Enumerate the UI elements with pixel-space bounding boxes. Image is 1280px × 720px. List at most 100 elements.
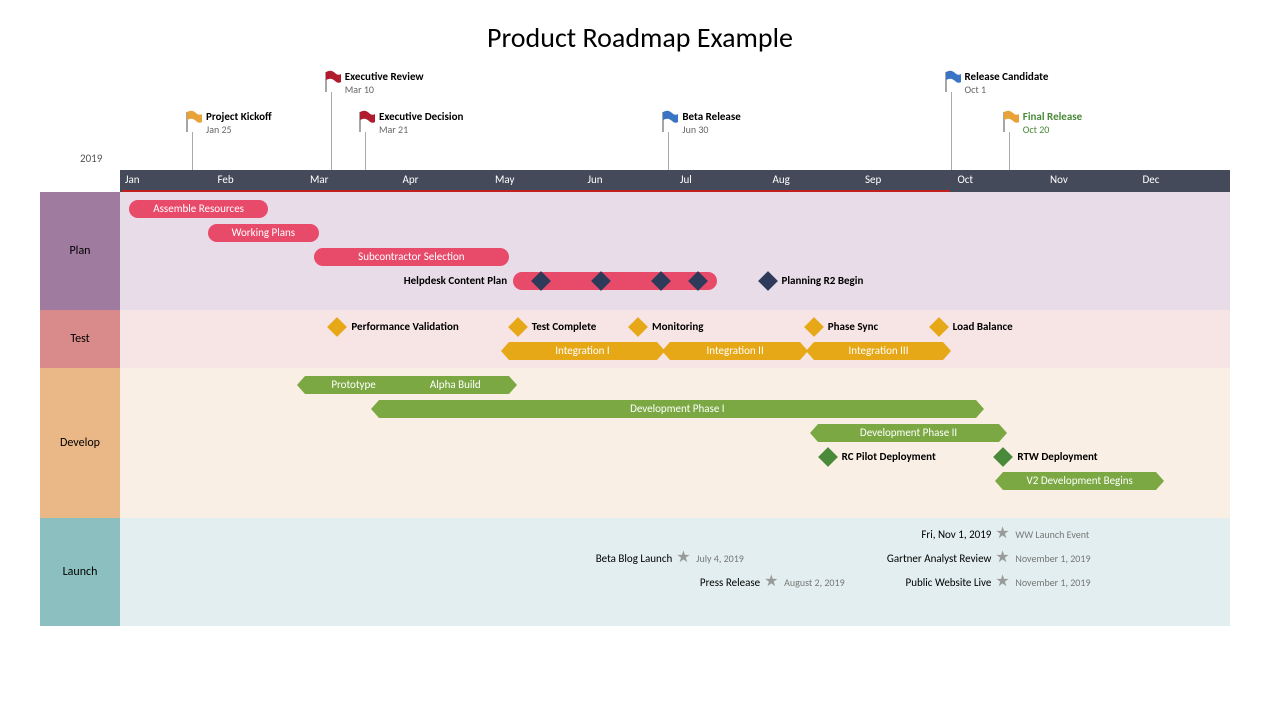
- event-label-right: July 4, 2019: [696, 552, 744, 565]
- month-label: Nov: [1045, 170, 1073, 192]
- flag-icon: [357, 110, 377, 135]
- milestone-date: Jan 25: [206, 123, 272, 136]
- month-label: Dec: [1138, 170, 1165, 192]
- swimlane-plan: PlanAssemble ResourcesWorking PlansSubco…: [40, 192, 1230, 310]
- milestone-label: Release Candidate: [965, 70, 1049, 83]
- month-label: Jun: [583, 170, 608, 192]
- event-star-icon: ★: [995, 526, 1009, 542]
- milestone-diamond: [628, 317, 648, 337]
- diamond-label: Test Complete: [532, 320, 597, 333]
- milestone-date: Mar 10: [345, 83, 424, 96]
- milestone-label: Project Kickoff: [206, 110, 272, 123]
- task-label: Helpdesk Content Plan: [120, 274, 507, 287]
- milestone-connector: [1009, 132, 1010, 170]
- flag-icon: [1001, 110, 1021, 135]
- swimlane-label: Test: [40, 310, 120, 368]
- event-star-icon: ★: [764, 574, 778, 590]
- diamond-label: Planning R2 Begin: [782, 274, 864, 287]
- arrow-tip: [999, 424, 1007, 442]
- phase-bar: Prototype: [305, 376, 402, 394]
- milestone-date: Jun 30: [682, 123, 740, 136]
- event-label-right: November 1, 2019: [1015, 576, 1090, 589]
- milestone-diamond: [993, 447, 1013, 467]
- swimlane-label: Plan: [40, 192, 120, 310]
- arrow-tip: [810, 424, 818, 442]
- month-label: Feb: [213, 170, 239, 192]
- diamond-label: Load Balance: [953, 320, 1013, 333]
- milestone-date: Oct 1: [965, 83, 1049, 96]
- event-label-left: Public Website Live: [906, 576, 992, 589]
- swimlane-develop: Develop PrototypeAlpha Build Development P…: [40, 368, 1230, 518]
- event-star-icon: ★: [995, 574, 1009, 590]
- arrow-tip: [509, 376, 517, 394]
- event-label-left: Gartner Analyst Review: [887, 552, 991, 565]
- milestone-diamond: [818, 447, 838, 467]
- milestone-label: Final Release: [1023, 110, 1082, 123]
- diamond-label: RTW Deployment: [1017, 450, 1097, 463]
- milestone-diamond: [804, 317, 824, 337]
- arrow-tip: [943, 342, 951, 360]
- task-bar: Working Plans: [208, 224, 319, 242]
- diamond-label: Phase Sync: [828, 320, 878, 333]
- phase-bar: Integration III: [814, 342, 944, 360]
- event-label-left: Beta Blog Launch: [596, 552, 673, 565]
- event-label-right: August 2, 2019: [784, 576, 845, 589]
- month-label: Apr: [398, 170, 424, 192]
- milestone-diamond: [929, 317, 949, 337]
- swimlane-test: Test Integration I Integration II Integrati…: [40, 310, 1230, 368]
- milestone-connector: [192, 132, 193, 170]
- month-label: Jan: [120, 170, 145, 192]
- diamond-label: RC Pilot Deployment: [842, 450, 936, 463]
- arrow-tip: [806, 342, 814, 360]
- milestone-label: Executive Decision: [379, 110, 463, 123]
- page-title: Product Roadmap Example: [40, 20, 1240, 55]
- milestone-date: Mar 21: [379, 123, 463, 136]
- roadmap-chart: 2019 Project KickoffJan 25 Executive Revi…: [40, 65, 1240, 705]
- task-bar: Subcontractor Selection: [314, 248, 508, 266]
- phase-bar: Integration I: [509, 342, 657, 360]
- arrow-tip: [995, 472, 1003, 490]
- phase-bar: Development Phase I: [379, 400, 976, 418]
- phase-bar: Integration II: [670, 342, 800, 360]
- month-label: Aug: [768, 170, 795, 192]
- milestone-connector: [331, 92, 332, 170]
- arrow-tip: [662, 342, 670, 360]
- month-label: Oct: [953, 170, 979, 192]
- swimlane-launch: Launch★Fri, Nov 1, 2019WW Launch Event★B…: [40, 518, 1230, 626]
- phase-bar: Development Phase II: [818, 424, 998, 442]
- swimlanes: PlanAssemble ResourcesWorking PlansSubco…: [40, 192, 1230, 626]
- swimlane-label: Launch: [40, 518, 120, 626]
- event-label-left: Fri, Nov 1, 2019: [921, 528, 991, 541]
- month-label: Sep: [860, 170, 886, 192]
- milestone-diamond: [508, 317, 528, 337]
- phase-bar: V2 Development Begins: [1003, 472, 1156, 490]
- event-star-icon: ★: [676, 550, 690, 566]
- flag-icon: [323, 70, 343, 95]
- swimlane-label: Develop: [40, 368, 120, 518]
- milestone-date: Oct 20: [1023, 123, 1082, 136]
- diamond-label: Monitoring: [652, 320, 703, 333]
- phase-bar: Alpha Build: [402, 376, 508, 394]
- swimlane-body: ★Fri, Nov 1, 2019WW Launch Event★Beta Bl…: [120, 518, 1230, 626]
- month-label: May: [490, 170, 519, 192]
- diamond-label: Performance Validation: [351, 320, 458, 333]
- roadmap-container: Product Roadmap Example 2019 Project Kic…: [0, 0, 1280, 720]
- milestone-label: Executive Review: [345, 70, 424, 83]
- arrow-tip: [371, 400, 379, 418]
- month-label: Mar: [305, 170, 334, 192]
- flag-icon: [660, 110, 680, 135]
- arrow-tip: [976, 400, 984, 418]
- milestone-diamond: [327, 317, 347, 337]
- event-label-right: November 1, 2019: [1015, 552, 1090, 565]
- milestone-connector: [668, 132, 669, 170]
- event-label-left: Press Release: [700, 576, 760, 589]
- event-star-icon: ★: [995, 550, 1009, 566]
- milestone-connector: [365, 132, 366, 170]
- milestone-label: Beta Release: [682, 110, 740, 123]
- month-label: Jul: [675, 170, 697, 192]
- event-label-right: WW Launch Event: [1015, 528, 1089, 541]
- year-label: 2019: [80, 152, 102, 165]
- arrow-tip: [1156, 472, 1164, 490]
- milestone-connector: [951, 92, 952, 170]
- milestone-area: Project KickoffJan 25Executive ReviewMar…: [120, 65, 1230, 170]
